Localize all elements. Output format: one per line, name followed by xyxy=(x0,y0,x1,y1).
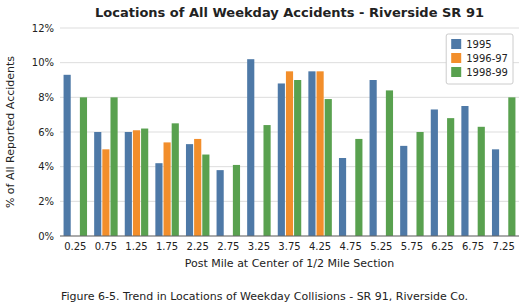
bar xyxy=(308,71,315,236)
x-tick-label: 3.75 xyxy=(278,241,300,252)
bar xyxy=(186,144,193,236)
bar xyxy=(64,75,71,236)
legend: 1995 1996-97 1998-99 xyxy=(446,34,513,84)
x-tick-label: 4.75 xyxy=(340,241,362,252)
chart: Locations of All Weekday Accidents - Riv… xyxy=(0,0,529,308)
y-axis-label: % of All Reported Accidents xyxy=(4,56,17,208)
x-tick-label: 6.25 xyxy=(431,241,453,252)
x-tick-label: 3.25 xyxy=(248,241,270,252)
bar xyxy=(416,132,423,236)
bar xyxy=(194,139,201,236)
bar xyxy=(94,132,101,236)
grid-line xyxy=(60,28,519,29)
x-tick-label: 1.75 xyxy=(156,241,178,252)
bar xyxy=(325,99,332,236)
bar xyxy=(431,109,438,236)
bar xyxy=(447,118,454,236)
x-tick-label: 5.25 xyxy=(370,241,392,252)
bar xyxy=(141,129,148,236)
x-tick-label: 0.75 xyxy=(95,241,117,252)
legend-label: 1995 xyxy=(466,39,491,50)
y-tick-label: 0% xyxy=(38,231,54,242)
legend-swatch xyxy=(451,53,461,63)
bar xyxy=(202,155,209,236)
x-tick-label: 0.25 xyxy=(64,241,86,252)
bar xyxy=(172,123,179,236)
bar xyxy=(125,132,132,236)
grid-line xyxy=(60,236,519,237)
bar xyxy=(155,163,162,236)
x-tick-label: 2.25 xyxy=(187,241,209,252)
x-axis-label: Post Mile at Center of 1/2 Mile Section xyxy=(185,257,395,270)
y-tick-label: 2% xyxy=(38,196,54,207)
legend-swatch xyxy=(451,39,461,49)
x-tick-label: 5.75 xyxy=(401,241,423,252)
bar xyxy=(461,106,468,236)
y-tick-label: 10% xyxy=(32,57,54,68)
bar xyxy=(110,97,117,236)
title: Locations of All Weekday Accidents - Riv… xyxy=(95,5,484,20)
bar xyxy=(478,127,485,236)
grid xyxy=(60,28,519,236)
y-tick-label: 8% xyxy=(38,92,54,103)
bar xyxy=(317,71,324,236)
bar xyxy=(102,149,109,236)
bar xyxy=(508,97,515,236)
x-tick-label: 7.25 xyxy=(493,241,515,252)
bar xyxy=(386,90,393,236)
bars xyxy=(64,59,516,236)
bar xyxy=(286,71,293,236)
bar xyxy=(400,146,407,236)
legend-label: 1998-99 xyxy=(466,67,508,78)
bar xyxy=(492,149,499,236)
legend-box xyxy=(446,34,513,84)
bar xyxy=(278,83,285,236)
bar xyxy=(247,59,254,236)
y-tick-label: 4% xyxy=(38,161,54,172)
x-tick-label: 6.75 xyxy=(462,241,484,252)
x-tick-label: 2.75 xyxy=(217,241,239,252)
caption: Figure 6-5. Trend in Locations of Weekda… xyxy=(61,290,468,303)
bar xyxy=(233,165,240,236)
bar xyxy=(339,158,346,236)
y-tick-label: 12% xyxy=(32,23,54,34)
bar xyxy=(133,130,140,236)
x-tick-label: 1.25 xyxy=(125,241,147,252)
y-tick-label: 6% xyxy=(38,127,54,138)
bar xyxy=(355,139,362,236)
legend-swatch xyxy=(451,67,461,77)
legend-label: 1996-97 xyxy=(466,53,508,64)
bar xyxy=(370,80,377,236)
x-axis-line xyxy=(60,236,519,237)
bar xyxy=(164,142,171,236)
bar xyxy=(263,125,270,236)
bar xyxy=(294,80,301,236)
bar xyxy=(80,97,87,236)
x-tick-label: 4.25 xyxy=(309,241,331,252)
bar xyxy=(217,170,224,236)
